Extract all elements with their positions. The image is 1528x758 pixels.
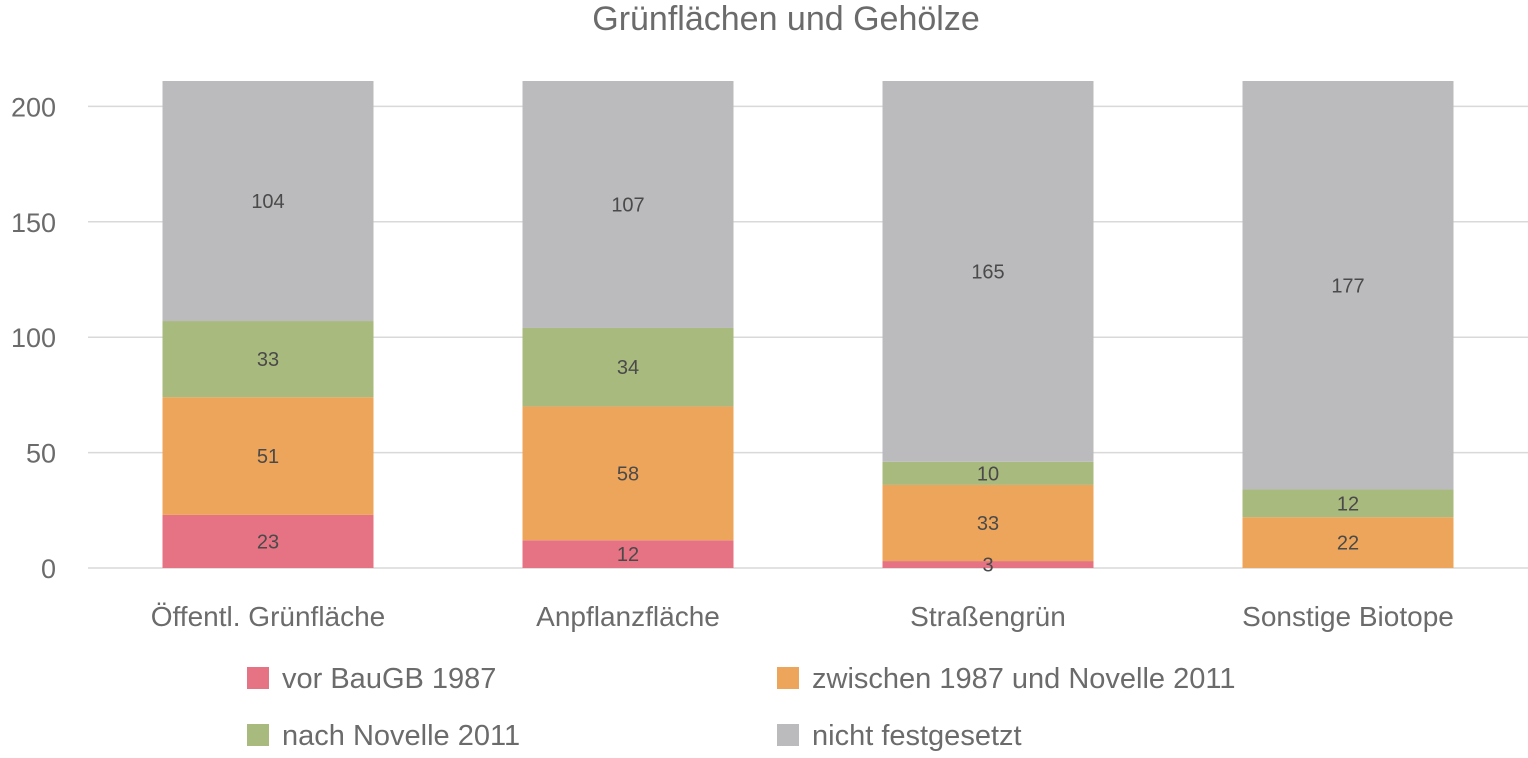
data-label: 165 [971,261,1004,283]
legend-label: nicht festgesetzt [812,720,1022,752]
bar-segment [1242,489,1454,518]
bar-segment [882,561,1094,568]
bar-segment [1242,81,1454,490]
data-label: 107 [611,194,644,216]
bar-segment [882,81,1094,462]
legend-swatch [777,724,799,746]
data-label: 12 [617,544,639,566]
data-label: 177 [1331,275,1364,297]
y-tick-label: 200 [11,92,56,122]
data-label: 22 [1337,533,1359,555]
bar-segment [882,461,1094,485]
x-category-label: Sonstige Biotope [1242,601,1454,632]
bar-segment [1242,517,1454,568]
bar-segment [522,406,734,541]
data-label: 34 [617,357,639,379]
bar-segment [162,397,374,515]
data-label: 3 [982,555,993,577]
data-label: 10 [977,463,999,485]
y-tick-label: 0 [41,554,56,584]
data-label: 33 [257,349,279,371]
bar-segment [162,321,374,398]
bars [162,81,1454,568]
bar-segment [522,327,734,407]
x-category-label: Öffentl. Grünfläche [151,601,386,632]
y-tick-label: 100 [11,323,56,353]
x-category-label: Straßengrün [910,601,1066,632]
x-axis-categories: Öffentl. Grünfläche Anpflanzfläche Straßen… [151,601,1454,632]
y-tick-label: 150 [11,208,56,238]
legend-swatch [247,667,269,689]
data-label: 33 [977,513,999,535]
legend-swatch [777,667,799,689]
y-tick-label: 50 [26,439,56,469]
legend-label: vor BauGB 1987 [282,663,496,695]
data-label: 12 [1337,493,1359,515]
data-label: 104 [251,191,284,213]
legend-label: nach Novelle 2011 [282,720,520,752]
data-label: 23 [257,531,279,553]
legend: vor BauGB 1987 zwischen 1987 und Novelle … [247,663,1235,752]
legend-swatch [247,724,269,746]
bar-segment [162,81,374,322]
bar-segment [162,514,374,568]
x-category-label: Anpflanzfläche [536,601,720,632]
data-label: 51 [257,446,279,468]
chart-title: Grünflächen und Gehölze [592,0,979,38]
legend-label: zwischen 1987 und Novelle 2011 [812,663,1235,695]
data-label: 58 [617,463,639,485]
bar-segment [522,540,734,568]
y-axis-ticks: 0 50 100 150 200 [11,92,56,584]
bar-segment [522,81,734,328]
bar-segment [882,484,1094,562]
